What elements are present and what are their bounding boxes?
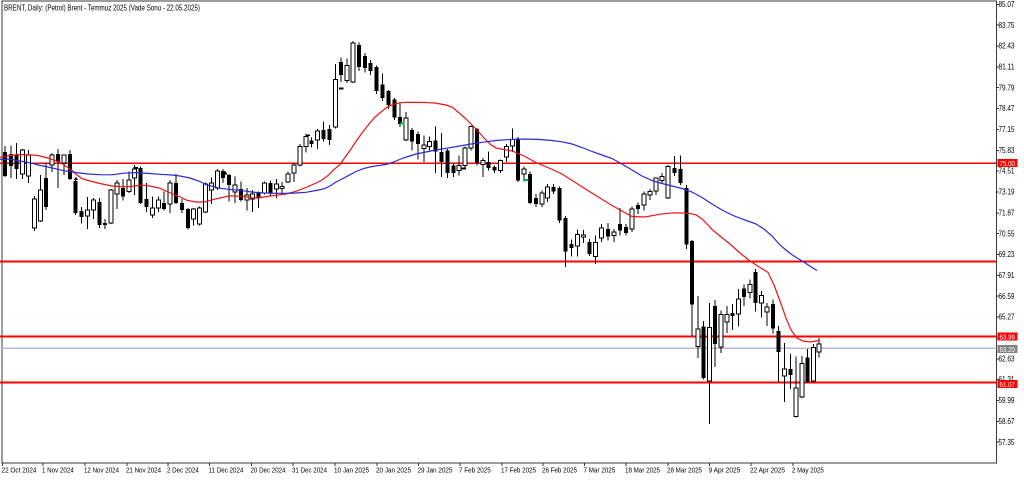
svg-text:70.55: 70.55 bbox=[999, 229, 1015, 238]
svg-text:12 Nov 2024: 12 Nov 2024 bbox=[84, 466, 119, 475]
svg-text:11 Dec 2024: 11 Dec 2024 bbox=[209, 466, 244, 475]
svg-text:20 Jan 2025: 20 Jan 2025 bbox=[376, 466, 411, 475]
svg-text:83.75: 83.75 bbox=[999, 21, 1015, 30]
svg-text:77.15: 77.15 bbox=[999, 125, 1015, 134]
svg-text:21 Nov 2024: 21 Nov 2024 bbox=[126, 466, 161, 475]
svg-text:22 Apr 2025: 22 Apr 2025 bbox=[750, 466, 785, 475]
svg-text:67.91: 67.91 bbox=[999, 271, 1015, 280]
svg-text:2 Dec 2024: 2 Dec 2024 bbox=[167, 466, 199, 475]
svg-text:71.87: 71.87 bbox=[999, 208, 1015, 217]
svg-text:85.07: 85.07 bbox=[999, 0, 1015, 9]
svg-text:7 Mar 2025: 7 Mar 2025 bbox=[584, 466, 616, 475]
svg-text:63.20: 63.20 bbox=[1000, 347, 1016, 354]
svg-text:62.63: 62.63 bbox=[999, 354, 1015, 363]
svg-text:29 Jan 2025: 29 Jan 2025 bbox=[418, 466, 453, 475]
svg-text:78.47: 78.47 bbox=[999, 104, 1015, 113]
svg-text:10 Jan 2025: 10 Jan 2025 bbox=[334, 466, 369, 475]
svg-text:75.00: 75.00 bbox=[1000, 161, 1016, 168]
svg-text:82.43: 82.43 bbox=[999, 42, 1015, 51]
svg-text:75.83: 75.83 bbox=[999, 146, 1015, 155]
svg-text:2 May 2025: 2 May 2025 bbox=[792, 466, 824, 475]
svg-text:31 Dec 2024: 31 Dec 2024 bbox=[292, 466, 327, 475]
svg-text:7 Feb 2025: 7 Feb 2025 bbox=[459, 466, 491, 475]
svg-text:1 Nov 2024: 1 Nov 2024 bbox=[42, 466, 74, 475]
svg-text:63.99: 63.99 bbox=[1000, 334, 1016, 341]
svg-text:BRENT, Daily: (Petrol) Brent: BRENT, Daily: (Petrol) Brent - Temmuz 20… bbox=[4, 3, 200, 13]
svg-text:22 Oct 2024: 22 Oct 2024 bbox=[2, 466, 37, 475]
svg-text:61.31: 61.31 bbox=[999, 375, 1015, 384]
svg-text:9 Apr 2025: 9 Apr 2025 bbox=[709, 466, 741, 475]
svg-text:58.67: 58.67 bbox=[999, 417, 1015, 426]
svg-text:17 Feb 2025: 17 Feb 2025 bbox=[501, 466, 536, 475]
svg-text:65.27: 65.27 bbox=[999, 313, 1015, 322]
svg-text:57.35: 57.35 bbox=[999, 438, 1015, 447]
svg-text:69.23: 69.23 bbox=[999, 250, 1015, 259]
svg-text:20 Dec 2024: 20 Dec 2024 bbox=[251, 466, 286, 475]
svg-text:81.11: 81.11 bbox=[999, 63, 1015, 72]
svg-text:79.79: 79.79 bbox=[999, 83, 1015, 92]
svg-text:26 Feb 2025: 26 Feb 2025 bbox=[542, 466, 577, 475]
svg-text:18 Mar 2025: 18 Mar 2025 bbox=[625, 466, 660, 475]
svg-text:59.99: 59.99 bbox=[999, 396, 1015, 405]
svg-text:61.07: 61.07 bbox=[1000, 382, 1016, 389]
svg-text:74.51: 74.51 bbox=[999, 167, 1015, 176]
svg-text:73.19: 73.19 bbox=[999, 188, 1015, 197]
svg-text:66.59: 66.59 bbox=[999, 292, 1015, 301]
svg-text:28 Mar 2025: 28 Mar 2025 bbox=[667, 466, 702, 475]
